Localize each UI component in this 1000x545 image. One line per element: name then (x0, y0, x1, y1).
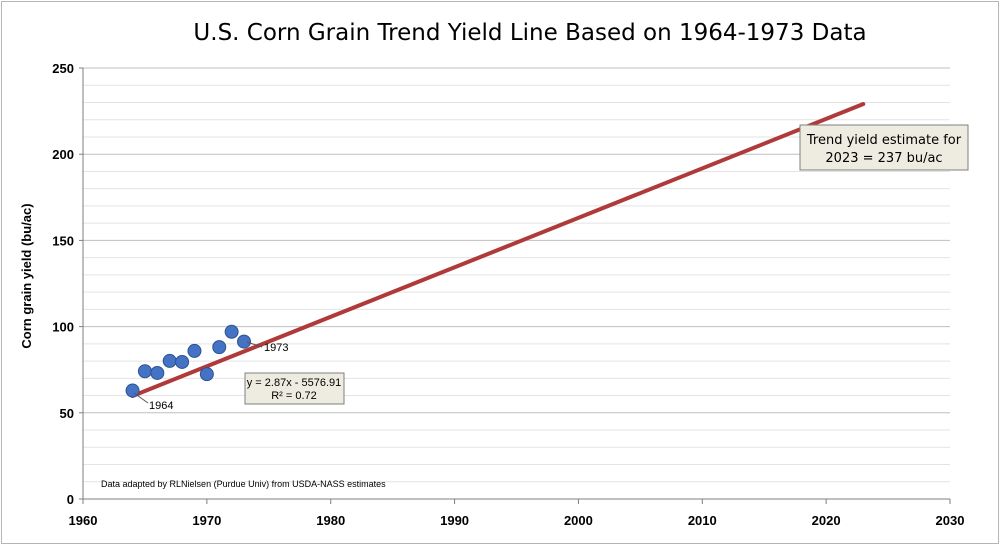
y-tick-labels: 0 50 100 150 200 250 (52, 61, 74, 507)
axes (79, 67, 951, 504)
x-tick-label: 1990 (440, 513, 469, 528)
x-tick-label: 1980 (316, 513, 345, 528)
y-tick-label: 250 (52, 61, 74, 76)
data-point (224, 324, 239, 339)
chart-title: U.S. Corn Grain Trend Yield Line Based o… (193, 20, 866, 46)
data-point (137, 364, 152, 379)
label-leader-1973 (246, 341, 263, 348)
point-label-1964: 1964 (149, 400, 173, 412)
source-footnote: Data adapted by RLNielsen (Purdue Univ) … (101, 479, 386, 489)
equation-box: y = 2.87x - 5576.91 R² = 0.72 (244, 372, 345, 405)
data-point (237, 334, 252, 349)
r-squared-text: R² = 0.72 (271, 390, 317, 402)
trendline (130, 102, 866, 398)
estimate-line-1: Trend yield estimate for (806, 133, 962, 148)
estimate-line-2: 2023 = 237 bu/ac (825, 151, 942, 166)
x-tick-label: 2030 (936, 513, 965, 528)
data-point (212, 340, 227, 355)
x-tick-label: 1960 (69, 513, 98, 528)
x-tick-label: 2010 (688, 513, 717, 528)
estimate-box-bg (799, 124, 969, 171)
equation-text: y = 2.87x - 5576.91 (247, 377, 341, 389)
estimate-box: Trend yield estimate for 2023 = 237 bu/a… (799, 124, 969, 171)
y-tick-label: 100 (52, 320, 74, 335)
y-tick-label: 50 (60, 406, 74, 421)
grid-lines (83, 67, 950, 483)
y-tick-label: 0 (67, 492, 74, 507)
data-point (150, 365, 165, 380)
data-point (162, 353, 177, 368)
trendline-path (130, 102, 866, 398)
point-label-1973: 1973 (264, 342, 288, 354)
y-tick-label: 200 (52, 147, 74, 162)
x-tick-label: 2020 (812, 513, 841, 528)
equation-box-bg (244, 372, 345, 405)
data-point (175, 354, 190, 369)
x-tick-labels: 1960 1970 1980 1990 2000 2010 2020 2030 (69, 513, 965, 528)
x-tick-label: 2000 (564, 513, 593, 528)
y-tick-label: 150 (52, 233, 74, 248)
y-axis-label: Corn grain yield (bu/ac) (19, 203, 34, 348)
label-leader-1964 (133, 392, 149, 404)
data-point (187, 343, 202, 358)
x-tick-label: 1970 (192, 513, 221, 528)
data-point (199, 367, 214, 382)
